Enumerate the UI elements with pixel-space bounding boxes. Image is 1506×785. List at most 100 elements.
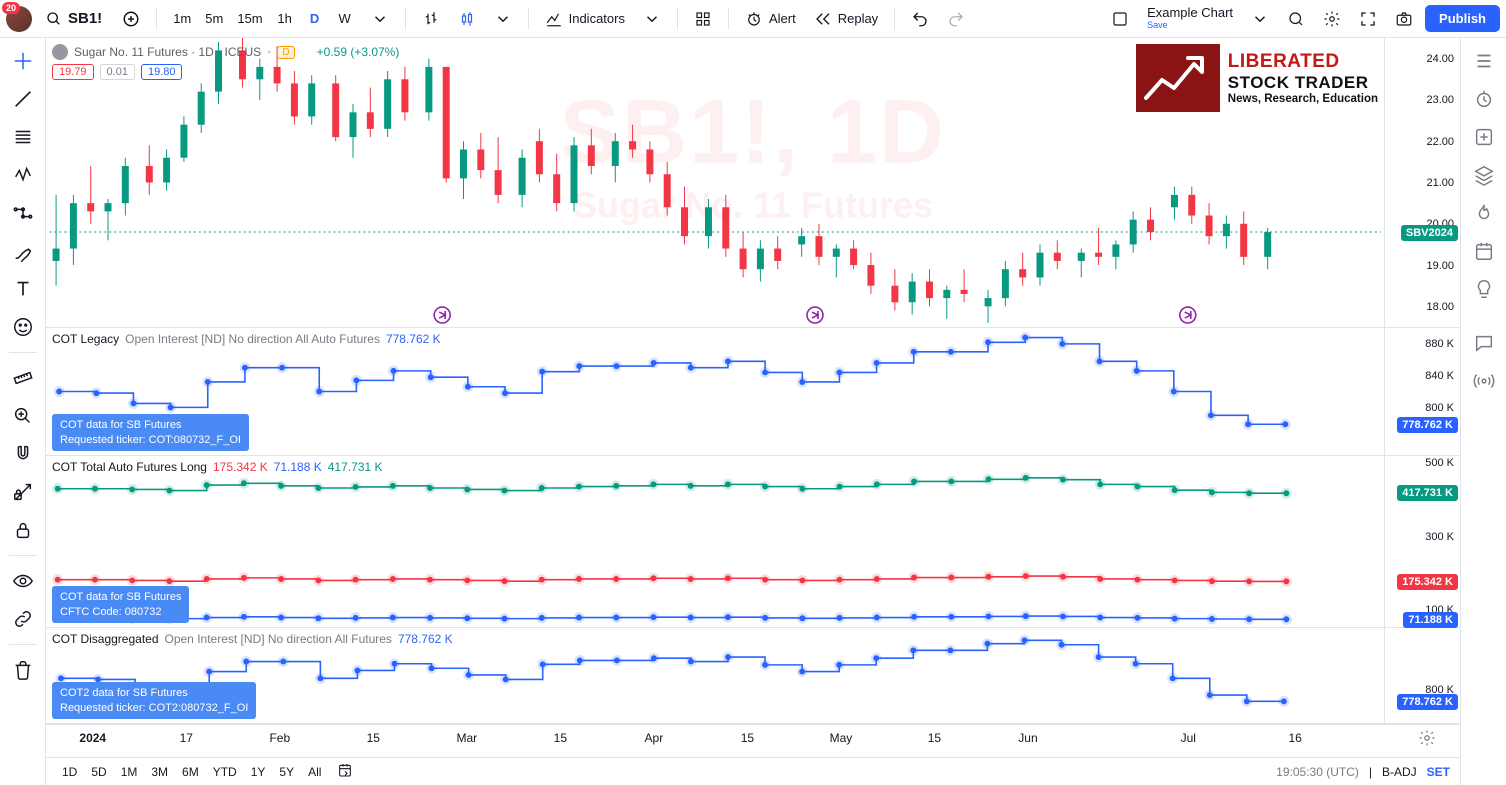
footer-bar: 1D5D1M3M6MYTD1Y5YAll 19:05:30 (UTC) | B-… [46, 757, 1460, 785]
layout-name-text: Example Chart [1147, 6, 1233, 20]
zoom-tool[interactable] [6, 399, 40, 433]
layout-name-button[interactable]: Example Chart Save [1141, 4, 1239, 32]
magnet-tool[interactable] [6, 437, 40, 471]
cot-disagg-value: 778.762 K [398, 632, 453, 646]
replay-label: Replay [838, 11, 878, 26]
pattern-tool[interactable] [6, 158, 40, 192]
timeaxis-settings-icon[interactable] [1418, 729, 1436, 750]
range-All[interactable]: All [302, 763, 327, 781]
indicators-more[interactable] [637, 5, 667, 33]
candle-style-button[interactable] [452, 5, 482, 33]
alert-button[interactable]: Alert [739, 5, 802, 33]
ruler-tool[interactable] [6, 361, 40, 395]
footer-clock: 19:05:30 (UTC) [1276, 765, 1359, 779]
undo-button[interactable] [905, 5, 935, 33]
user-avatar[interactable]: 20 [6, 6, 32, 32]
cot-total-value: 175.342 K [213, 460, 268, 474]
layout-grid-button[interactable] [1105, 5, 1135, 33]
range-5D[interactable]: 5D [85, 763, 112, 781]
calendar-button[interactable] [1467, 234, 1501, 268]
interval-1h[interactable]: 1h [271, 5, 299, 33]
symbol-mini-icon [52, 44, 68, 60]
interval-15m[interactable]: 15m [231, 5, 268, 33]
hotlist-button[interactable] [1467, 120, 1501, 154]
interval-1m[interactable]: 1m [167, 5, 197, 33]
interval-5m[interactable]: 5m [199, 5, 229, 33]
eye-tool[interactable] [6, 564, 40, 598]
interval-W[interactable]: W [331, 5, 359, 33]
emoji-tool[interactable] [6, 310, 40, 344]
ohlc-close: 19.79 [52, 64, 94, 80]
time-label: Mar [456, 731, 477, 745]
link-tool[interactable] [6, 602, 40, 636]
time-label: 15 [367, 731, 380, 745]
interval-D[interactable]: D [301, 5, 329, 33]
indicators-label: Indicators [569, 11, 625, 26]
quick-search-button[interactable] [1281, 5, 1311, 33]
alert-icon [745, 10, 763, 28]
brush-tool[interactable] [6, 234, 40, 268]
trendline-tool[interactable] [6, 82, 40, 116]
layers-button[interactable] [1467, 158, 1501, 192]
search-icon [46, 11, 62, 27]
snapshot-button[interactable] [1389, 5, 1419, 33]
watchlist-button[interactable] [1467, 44, 1501, 78]
forecast-tool[interactable] [6, 196, 40, 230]
indicators-button[interactable]: Indicators [539, 5, 631, 33]
chat-button[interactable] [1467, 326, 1501, 360]
range-5Y[interactable]: 5Y [273, 763, 300, 781]
cot-total-value: 71.188 K [274, 460, 322, 474]
time-label: 16 [1288, 731, 1301, 745]
range-YTD[interactable]: YTD [207, 763, 243, 781]
replay-button[interactable]: Replay [808, 5, 884, 33]
brand-line1: LIBERATED [1228, 51, 1378, 73]
cot-total-panel[interactable]: COT Total Auto Futures Long 175.342 K71.… [46, 456, 1460, 628]
cot-disagg-panel[interactable]: COT Disaggregated Open Interest [ND] No … [46, 628, 1460, 724]
streams-button[interactable] [1467, 364, 1501, 398]
settings-button[interactable] [1317, 5, 1347, 33]
lock-drawing-tool[interactable] [6, 475, 40, 509]
layout-more[interactable] [1245, 5, 1275, 33]
cot-disagg-title: COT Disaggregated [52, 632, 159, 646]
cot-disagg-sub: Open Interest [ND] No direction All Futu… [165, 632, 392, 646]
ideas-button[interactable] [1467, 272, 1501, 306]
ohlc-spread: 0.01 [100, 64, 135, 80]
brand-line2: STOCK TRADER [1228, 73, 1378, 93]
cursor-tool[interactable] [6, 44, 40, 78]
range-1D[interactable]: 1D [56, 763, 83, 781]
time-axis[interactable]: 202417Feb15Mar15Apr15May15JunJul16 [46, 724, 1460, 752]
bar-style-button[interactable] [416, 5, 446, 33]
interval-more[interactable] [365, 5, 395, 33]
brand-line3: News, Research, Education [1228, 93, 1378, 105]
lock-tool[interactable] [6, 513, 40, 547]
fib-tool[interactable] [6, 120, 40, 154]
footer-badj[interactable]: B-ADJ [1382, 765, 1417, 779]
ohlc-last: 19.80 [141, 64, 183, 80]
legend-title: Sugar No. 11 Futures · 1D · ICEUS [74, 45, 261, 59]
fullscreen-button[interactable] [1353, 5, 1383, 33]
alert-label: Alert [769, 11, 796, 26]
time-label: May [830, 731, 853, 745]
range-1M[interactable]: 1M [115, 763, 144, 781]
publish-button[interactable]: Publish [1425, 5, 1500, 32]
cot-legacy-title: COT Legacy [52, 332, 119, 346]
range-1Y[interactable]: 1Y [245, 763, 272, 781]
chart-main: Sugar No. 11 Futures · 1D · ICEUS • D +0… [46, 38, 1460, 785]
time-label: Jun [1018, 731, 1037, 745]
goto-date-button[interactable] [331, 760, 359, 783]
add-symbol-button[interactable] [116, 5, 146, 33]
trash-tool[interactable] [6, 653, 40, 687]
footer-set[interactable]: SET [1427, 765, 1450, 779]
range-6M[interactable]: 6M [176, 763, 205, 781]
redo-button[interactable] [941, 5, 971, 33]
cot-legacy-panel[interactable]: COT Legacy Open Interest [ND] No directi… [46, 328, 1460, 456]
alerts-panel-button[interactable] [1467, 82, 1501, 116]
left-toolbar [0, 38, 46, 785]
text-tool[interactable] [6, 272, 40, 306]
templates-button[interactable] [688, 5, 718, 33]
brand-logo: LIBERATED STOCK TRADER News, Research, E… [1136, 44, 1378, 112]
range-3M[interactable]: 3M [145, 763, 174, 781]
fire-button[interactable] [1467, 196, 1501, 230]
symbol-search[interactable]: SB1! [38, 6, 110, 31]
style-more[interactable] [488, 5, 518, 33]
